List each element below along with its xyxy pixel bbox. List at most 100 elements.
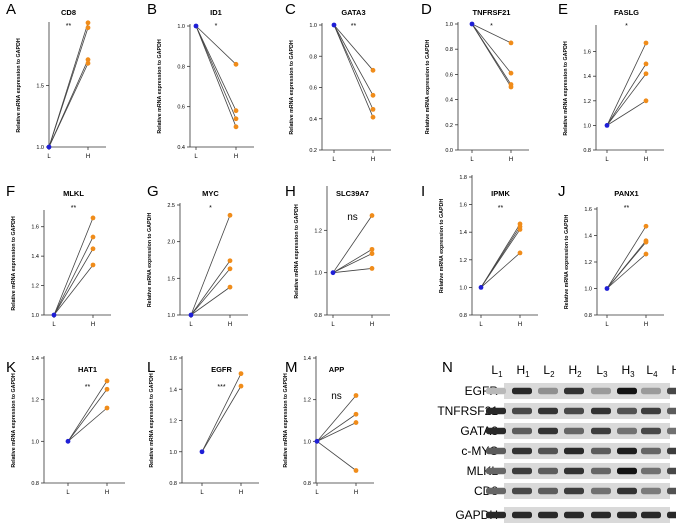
- y-tick-label: 1.2: [583, 99, 591, 105]
- blot-band: [564, 487, 584, 495]
- series-line: [53, 217, 94, 316]
- significance-label: *: [215, 23, 218, 30]
- significance-label: **: [66, 23, 72, 30]
- blot-band: [564, 387, 584, 395]
- y-tick-label: 1.5: [167, 276, 175, 282]
- data-point-h: [104, 386, 110, 392]
- series-line: [190, 268, 231, 316]
- y-tick-label: 0.6: [445, 72, 453, 78]
- blot-band: [591, 511, 611, 519]
- data-point-l: [199, 449, 205, 455]
- data-point-h: [643, 61, 649, 67]
- y-tick-label: 1.4: [31, 254, 39, 260]
- data-point-h: [370, 106, 376, 112]
- series-line: [333, 24, 374, 96]
- y-tick-label: 1.4: [459, 230, 467, 236]
- y-tick-label: 2.0: [167, 240, 175, 246]
- lane-label-sub: 2: [577, 370, 582, 379]
- panel-letter: I: [421, 183, 425, 200]
- data-point-l: [188, 312, 194, 318]
- x-tick-label: H: [644, 157, 648, 163]
- blot-row-label: EGFR: [465, 384, 499, 398]
- x-tick-label: H: [509, 157, 513, 163]
- blot-band: [667, 467, 676, 475]
- lane-label: H1: [516, 363, 530, 379]
- data-point-h: [90, 215, 96, 221]
- panel-k: K HAT1 ** 0.8 1.0 1.2 1.4 L H Relative mRNA expre…: [6, 356, 125, 496]
- lane-label: H2: [568, 363, 582, 379]
- panel-e: E FASLG * 0.8 1.0 1.2 1.4 1.6 L H Relative mRNA ex…: [558, 1, 664, 163]
- blot-band: [617, 407, 637, 415]
- blot-band: [591, 487, 611, 495]
- data-point-h: [90, 262, 96, 268]
- lane-label-base: L: [596, 363, 603, 377]
- series-line: [606, 73, 647, 126]
- lane-label-sub: 1: [525, 370, 530, 379]
- x-tick-label: L: [66, 490, 70, 496]
- significance-label: ns: [347, 212, 358, 223]
- series-line: [606, 100, 647, 126]
- panel-d: D TNFRSF21 * 0.0 0.2 0.4 0.6 0.8 1.0 L H Relative m…: [421, 1, 529, 163]
- y-tick-label: 0.4: [309, 117, 317, 123]
- series-line: [480, 229, 521, 288]
- blot-strip: [504, 463, 670, 479]
- series-line: [195, 25, 237, 119]
- x-tick-label: L: [47, 154, 51, 160]
- blot-band: [667, 427, 676, 435]
- y-tick-label: 1.4: [584, 234, 592, 240]
- y-tick-label: 1.0: [303, 439, 311, 445]
- blot-band: [486, 467, 506, 475]
- series-line: [332, 249, 373, 274]
- series-line: [190, 215, 231, 316]
- blot-band: [512, 467, 532, 475]
- data-point-h: [85, 57, 91, 63]
- panel-a: A CD8 ** 1.0 1.5 L H Relative mRNA expression t…: [6, 1, 106, 160]
- y-axis-label: Relative mRNA expression to GAPDH: [283, 373, 289, 467]
- series-line: [53, 248, 94, 316]
- x-tick-label: H: [91, 322, 95, 328]
- data-point-h: [508, 40, 514, 46]
- significance-label: ***: [217, 384, 225, 391]
- panel-l: L EGFR *** 0.8 1.0 1.2 1.4 1.6 L H Relative mRNA e…: [147, 356, 259, 496]
- blot-band: [512, 427, 532, 435]
- panel-letter: A: [6, 1, 16, 18]
- lane-label-sub: 3: [630, 370, 635, 379]
- data-point-h: [508, 70, 514, 76]
- significance-label: *: [209, 205, 212, 212]
- y-axis-label: Relative mRNA expression to GAPDH: [439, 199, 445, 293]
- y-tick-label: 1.5: [36, 84, 44, 90]
- y-tick-label: 1.2: [314, 228, 322, 234]
- x-tick-label: H: [228, 322, 232, 328]
- y-tick-label: 1.0: [36, 145, 44, 151]
- series-line: [195, 25, 237, 65]
- data-point-h: [353, 411, 359, 417]
- chart-title: CD8: [61, 8, 76, 17]
- series-line: [190, 286, 231, 316]
- data-point-l: [51, 312, 57, 318]
- data-point-h: [233, 124, 239, 130]
- y-tick-label: 1.6: [459, 203, 467, 209]
- series-line: [471, 23, 512, 44]
- panel-letter: H: [285, 183, 296, 200]
- significance-label: **: [351, 23, 357, 30]
- blot-band: [617, 467, 637, 475]
- blot-band: [564, 511, 584, 519]
- data-point-l: [46, 144, 52, 150]
- lane-label: H4: [671, 363, 676, 379]
- x-tick-label: L: [194, 154, 198, 160]
- blot-band: [538, 487, 558, 495]
- series-line: [332, 215, 373, 273]
- y-axis-label: Relative mRNA expression to GAPDH: [294, 204, 300, 298]
- data-point-h: [238, 371, 244, 377]
- data-point-l: [604, 286, 610, 291]
- lane-label: L2: [543, 363, 555, 379]
- blot-band: [641, 387, 661, 395]
- series-line: [195, 25, 237, 111]
- y-tick-label: 0.0: [445, 148, 453, 154]
- y-tick-label: 1.2: [169, 419, 177, 425]
- series-line: [606, 241, 647, 289]
- series-line: [201, 385, 242, 452]
- series-line: [67, 407, 108, 442]
- lane-label-sub: 2: [550, 370, 555, 379]
- blot-band: [667, 407, 676, 415]
